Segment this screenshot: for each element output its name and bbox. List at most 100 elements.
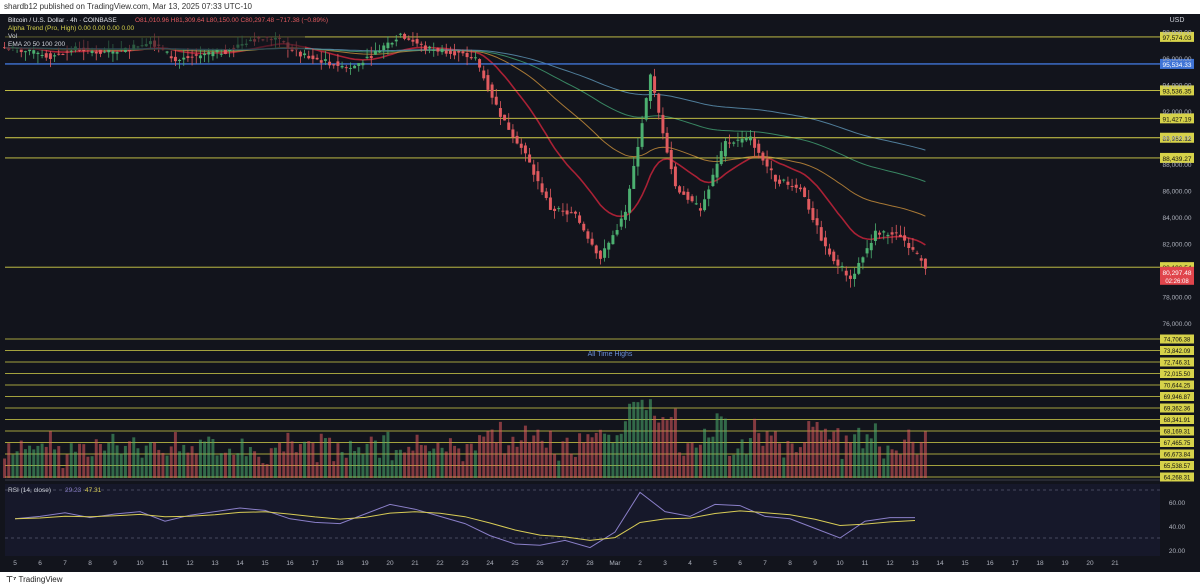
candle-body xyxy=(461,51,465,54)
volume-bar xyxy=(444,451,448,478)
candle-body xyxy=(344,67,348,69)
support-level-label: 68,169.31 xyxy=(1164,430,1191,436)
volume-bar xyxy=(815,421,819,478)
candle-body xyxy=(678,186,682,193)
support-level-tag: 67,465.75 xyxy=(1160,438,1194,447)
time-axis-tick: 15 xyxy=(261,560,269,567)
volume-bar xyxy=(653,415,657,478)
volume-bar xyxy=(840,458,844,478)
rsi-axis-tick: 20.00 xyxy=(1169,548,1186,555)
price-axis-tick: 78,000.00 xyxy=(1163,294,1192,301)
volume-bar xyxy=(194,453,198,478)
volume-bar xyxy=(490,429,494,478)
time-axis-tick: 11 xyxy=(862,560,869,567)
candle-body xyxy=(865,248,869,254)
volume-bar xyxy=(769,435,773,478)
volume-bar xyxy=(136,448,140,478)
candle-body xyxy=(511,129,515,138)
candle-body xyxy=(869,242,873,251)
candle-body xyxy=(361,62,365,66)
time-axis-tick: 14 xyxy=(936,560,944,567)
volume-bar xyxy=(661,417,665,478)
volume-bar xyxy=(353,451,357,478)
volume-bar xyxy=(232,455,236,478)
candle-body xyxy=(36,52,40,55)
candle-body xyxy=(98,49,102,54)
volume-bar xyxy=(682,455,686,478)
candle-body xyxy=(57,53,61,55)
candle-body xyxy=(515,135,519,144)
candle-body xyxy=(553,208,557,212)
volume-bar xyxy=(40,443,44,478)
candle-body xyxy=(369,55,373,59)
support-level-tag-bg xyxy=(1160,415,1194,424)
time-axis-tick: 7 xyxy=(63,560,67,567)
volume-bar xyxy=(223,452,227,478)
support-level-tag: 72,746.31 xyxy=(1160,357,1194,367)
time-axis-tick: 12 xyxy=(886,560,894,567)
candle-body xyxy=(503,114,507,121)
volume-bar xyxy=(432,448,436,478)
candle-body xyxy=(178,59,182,61)
candle-body xyxy=(707,189,711,199)
candle-body xyxy=(536,171,540,182)
volume-bar xyxy=(894,450,898,478)
volume-bar xyxy=(228,448,232,478)
support-level-tag: 65,538.57 xyxy=(1160,461,1194,470)
volume-bar xyxy=(732,454,736,478)
candle-body xyxy=(786,181,790,185)
candle-body xyxy=(32,50,36,54)
candle-body xyxy=(740,138,744,143)
candle-body xyxy=(523,145,527,154)
volume-bar xyxy=(215,455,219,478)
volume-bar xyxy=(307,441,311,478)
candle-body xyxy=(540,183,544,193)
volume-bar xyxy=(153,442,157,478)
volume-bar xyxy=(703,428,707,478)
chart-legend: Bitcoin / U.S. Dollar · 4h · COINBASE O81… xyxy=(5,16,328,50)
volume-bar xyxy=(382,435,386,478)
support-level-tag-bg xyxy=(1160,334,1194,344)
volume-bar xyxy=(69,443,73,478)
rsi-legend-title: RSI (14, close) xyxy=(8,487,51,494)
brand-label: TradingView xyxy=(18,575,63,584)
price-chart[interactable]: 97,574.03 95,534.33 93,536.35 91,427.19 89,9… xyxy=(0,14,1200,572)
candle-body xyxy=(203,53,207,56)
volume-bar xyxy=(907,429,911,478)
support-level-label: 72,746.31 xyxy=(1164,361,1191,367)
candle-body xyxy=(548,197,552,210)
candle-body xyxy=(519,143,523,148)
candle-body xyxy=(594,245,598,254)
volume-bar xyxy=(378,457,382,478)
price-axis-tick: 98,000.00 xyxy=(1163,29,1192,36)
volume-bar xyxy=(578,433,582,478)
volume-bar xyxy=(594,432,598,478)
candle-body xyxy=(894,232,898,234)
candle-body xyxy=(732,142,736,144)
volume-bar xyxy=(569,453,573,478)
volume-bar xyxy=(861,448,865,478)
volume-bar xyxy=(528,441,532,478)
price-level-label: 89,962.12 xyxy=(1163,136,1192,143)
volume-bar xyxy=(94,439,98,478)
volume-bar xyxy=(3,458,7,478)
volume-bar xyxy=(832,431,836,478)
volume-bar xyxy=(811,426,815,478)
support-level-tag: 72,015.50 xyxy=(1160,369,1194,378)
price-axis-tick: 82,000.00 xyxy=(1163,241,1192,248)
support-level-tag-bg xyxy=(1160,472,1194,482)
rsi-axis-tick: 60.00 xyxy=(1169,500,1186,507)
candle-body xyxy=(748,136,752,141)
volume-bar xyxy=(419,444,423,478)
volume-bar xyxy=(390,460,394,478)
volume-bar xyxy=(778,443,782,478)
time-axis-tick: 24 xyxy=(486,560,494,567)
candle-body xyxy=(307,55,311,59)
candle-body xyxy=(3,47,7,49)
support-level-tag: 64,268.31 xyxy=(1160,472,1194,482)
volume-bar xyxy=(461,461,465,478)
volume-bar xyxy=(686,443,690,478)
volume-bar xyxy=(103,450,107,478)
volume-bar xyxy=(707,437,711,478)
